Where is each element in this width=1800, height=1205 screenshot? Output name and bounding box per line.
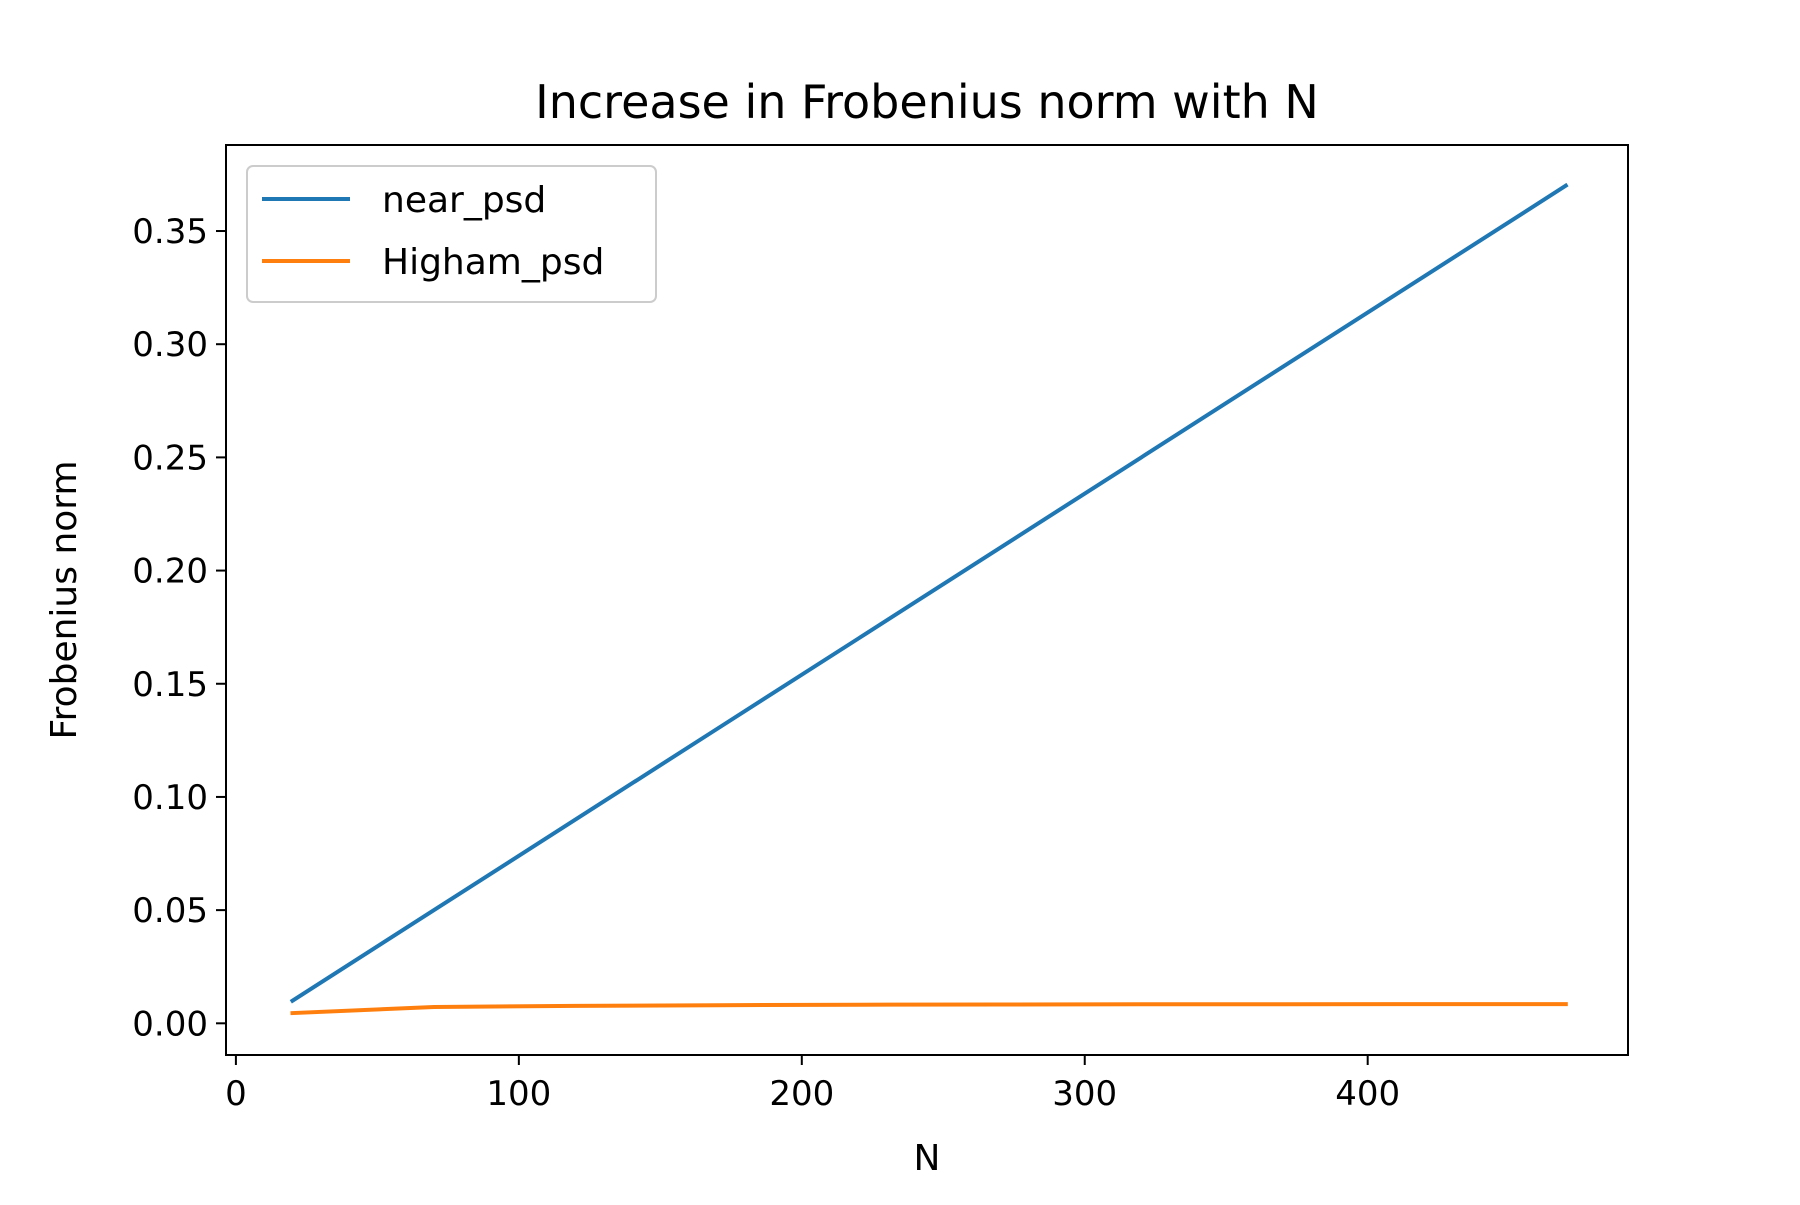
x-axis-label: N [914, 1138, 941, 1179]
y-tick-label: 0.25 [132, 438, 208, 478]
x-tick-label: 400 [1335, 1074, 1400, 1114]
y-tick-label: 0.10 [132, 778, 208, 818]
legend-label-higham-psd: Higham_psd [382, 242, 604, 283]
series-line-near-psd [289, 182, 1569, 1004]
y-tick-label: 0.05 [132, 891, 208, 931]
y-tick-label: 0.20 [132, 552, 208, 592]
y-axis-ticks: 0.00 0.05 0.10 0.15 0.20 0.25 0.30 0.35 [132, 212, 226, 1044]
chart-title: Increase in Frobenius norm with N [535, 75, 1319, 129]
y-axis-label: Frobenius norm [44, 460, 85, 739]
y-tick-label: 0.35 [132, 212, 208, 252]
series-layer [289, 182, 1569, 1016]
y-tick-label: 0.00 [132, 1004, 208, 1044]
x-tick-label: 100 [486, 1074, 551, 1114]
series-line-higham-psd [290, 1002, 1568, 1016]
x-tick-label: 300 [1052, 1074, 1117, 1114]
x-axis-ticks: 0 100 200 300 400 [225, 1055, 1400, 1114]
x-tick-label: 0 [225, 1074, 247, 1114]
plot-area-frame [225, 144, 1629, 1056]
y-tick-label: 0.30 [132, 325, 208, 365]
y-tick-label: 0.15 [132, 665, 208, 705]
legend-label-near-psd: near_psd [382, 180, 546, 221]
x-tick-label: 200 [769, 1074, 834, 1114]
legend: near_psd Higham_psd [246, 165, 657, 303]
